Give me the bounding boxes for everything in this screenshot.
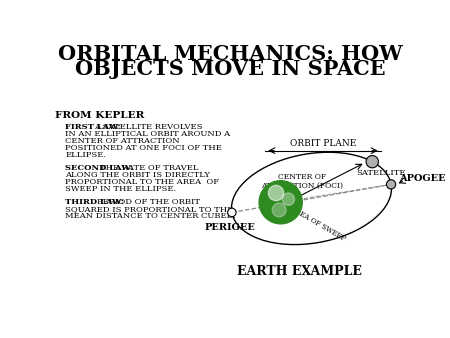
Text: SWEEP IN THE ELLIPSE.: SWEEP IN THE ELLIPSE.	[65, 185, 176, 193]
Text: IN AN ELLIPTICAL ORBIT AROUND A: IN AN ELLIPTICAL ORBIT AROUND A	[65, 130, 230, 138]
Text: PROPORTIONAL TO THE AREA  OF: PROPORTIONAL TO THE AREA OF	[65, 178, 219, 186]
Text: ALONG THE ORBIT IS DIRECTLY: ALONG THE ORBIT IS DIRECTLY	[65, 171, 210, 179]
Circle shape	[272, 203, 286, 217]
Text: APOGEE: APOGEE	[399, 174, 446, 183]
Text: ELLIPSE.: ELLIPSE.	[65, 151, 106, 159]
Circle shape	[259, 181, 302, 224]
Text: A SATELLITE REVOLVES: A SATELLITE REVOLVES	[94, 123, 202, 131]
Text: CENTER OF ATTRACTION: CENTER OF ATTRACTION	[65, 137, 180, 145]
Text: ORBITAL MECHANICS: HOW: ORBITAL MECHANICS: HOW	[58, 44, 403, 65]
Text: MEAN DISTANCE TO CENTER CUBED.: MEAN DISTANCE TO CENTER CUBED.	[65, 212, 236, 220]
Text: ORBIT PLANE: ORBIT PLANE	[290, 139, 356, 148]
Circle shape	[366, 155, 378, 168]
Text: THIRD LAW:: THIRD LAW:	[65, 198, 124, 207]
Text: SQUARED IS PROPORTIONAL TO THE: SQUARED IS PROPORTIONAL TO THE	[65, 206, 233, 213]
Text: POSITIONED AT ONE FOCI OF THE: POSITIONED AT ONE FOCI OF THE	[65, 144, 222, 152]
Circle shape	[268, 185, 284, 201]
Text: PERIGEE: PERIGEE	[205, 223, 256, 232]
Circle shape	[228, 208, 236, 217]
Circle shape	[282, 193, 295, 206]
Text: EARTH EXAMPLE: EARTH EXAMPLE	[238, 265, 362, 277]
Text: OBJECTS MOVE IN SPACE: OBJECTS MOVE IN SPACE	[75, 59, 386, 79]
Text: PERIOD OF THE ORBIT: PERIOD OF THE ORBIT	[97, 198, 200, 207]
Text: SATELLITE: SATELLITE	[357, 169, 406, 177]
Text: SECOND LAW:: SECOND LAW:	[65, 164, 133, 172]
Text: FROM KEPLER: FROM KEPLER	[55, 112, 144, 120]
Text: AREA OF SWEEP: AREA OF SWEEP	[289, 205, 347, 243]
Text: CENTER OF
ATTRACTION (FOCI): CENTER OF ATTRACTION (FOCI)	[261, 173, 343, 190]
Text: FIRST LAW:: FIRST LAW:	[65, 123, 121, 131]
Circle shape	[387, 180, 396, 189]
Text: THE RATE OF TRAVEL: THE RATE OF TRAVEL	[100, 164, 199, 172]
